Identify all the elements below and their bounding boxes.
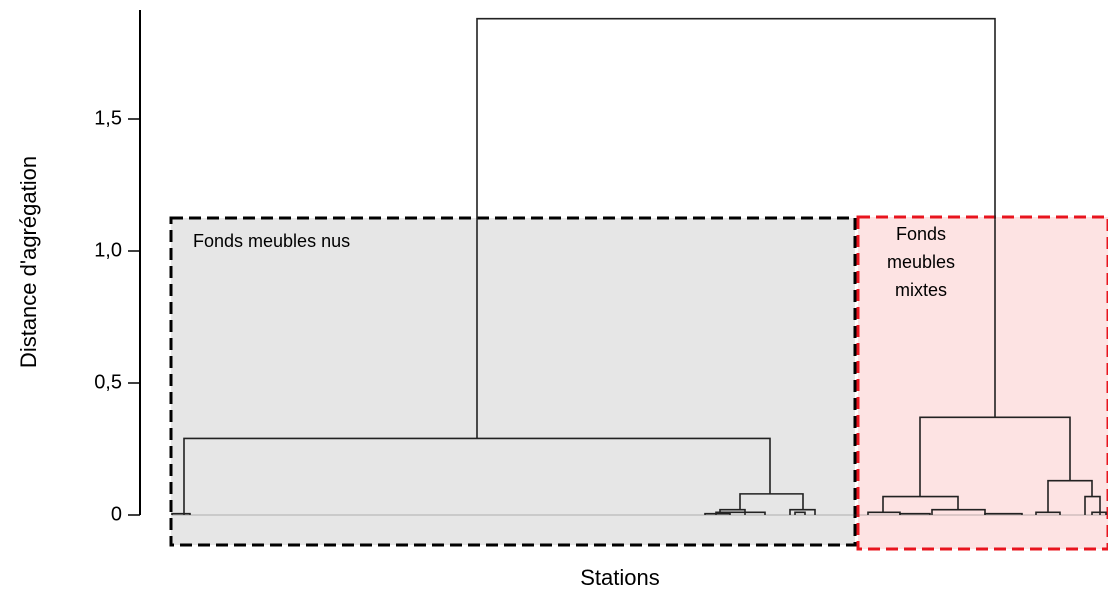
dendro-link-leaf [715, 511, 766, 515]
group-box-fonds-meubles-mixtes [856, 215, 1108, 551]
dendro-link-leaf [899, 512, 931, 515]
y-tick-label: 0 [111, 503, 122, 525]
dendro-link-mixtes-main [919, 416, 1071, 497]
dendrogram-links [171, 17, 1107, 516]
y-axis-title: Distance d'agrégation [16, 156, 41, 368]
x-axis-title: Stations [580, 565, 660, 590]
y-tick-label: 1,0 [94, 239, 122, 261]
y-tick-label: 1,5 [94, 107, 122, 129]
group-label-line: Fonds [896, 224, 946, 244]
dendro-link-leaf [171, 512, 191, 515]
y-axis-ticks: 0 0,5 1,0 1,5 [94, 107, 140, 525]
dendro-link-nus-sub [739, 493, 804, 510]
group-label-line: Fonds meubles nus [193, 231, 350, 251]
dendro-link-mixtes-sub [1084, 495, 1101, 515]
dendro-link-mixtes-sub [882, 495, 959, 513]
group-label-fonds-meubles-mixtes: Fonds meubles mixtes [887, 224, 955, 300]
dendro-root-link [476, 17, 996, 220]
dendro-link-leaf [1035, 511, 1061, 515]
group-label-line: mixtes [895, 280, 947, 300]
dendro-link-leaf [789, 508, 816, 515]
dendro-link-leaf [719, 508, 746, 515]
dendro-link-mixtes-sub [1047, 479, 1093, 513]
y-tick-label: 0,5 [94, 371, 122, 393]
dendro-link-nus-main [183, 437, 771, 515]
dendro-link-leaf [931, 508, 986, 515]
dendro-link-leaf [794, 511, 806, 515]
dendro-link-leaf [704, 512, 731, 515]
group-label-line: meubles [887, 252, 955, 272]
dendro-link-leaf [1091, 511, 1107, 515]
group-label-fonds-meubles-nus: Fonds meubles nus [193, 231, 350, 251]
group-box-fonds-meubles-nus [169, 216, 857, 547]
dendro-link-leaf [984, 512, 1023, 515]
